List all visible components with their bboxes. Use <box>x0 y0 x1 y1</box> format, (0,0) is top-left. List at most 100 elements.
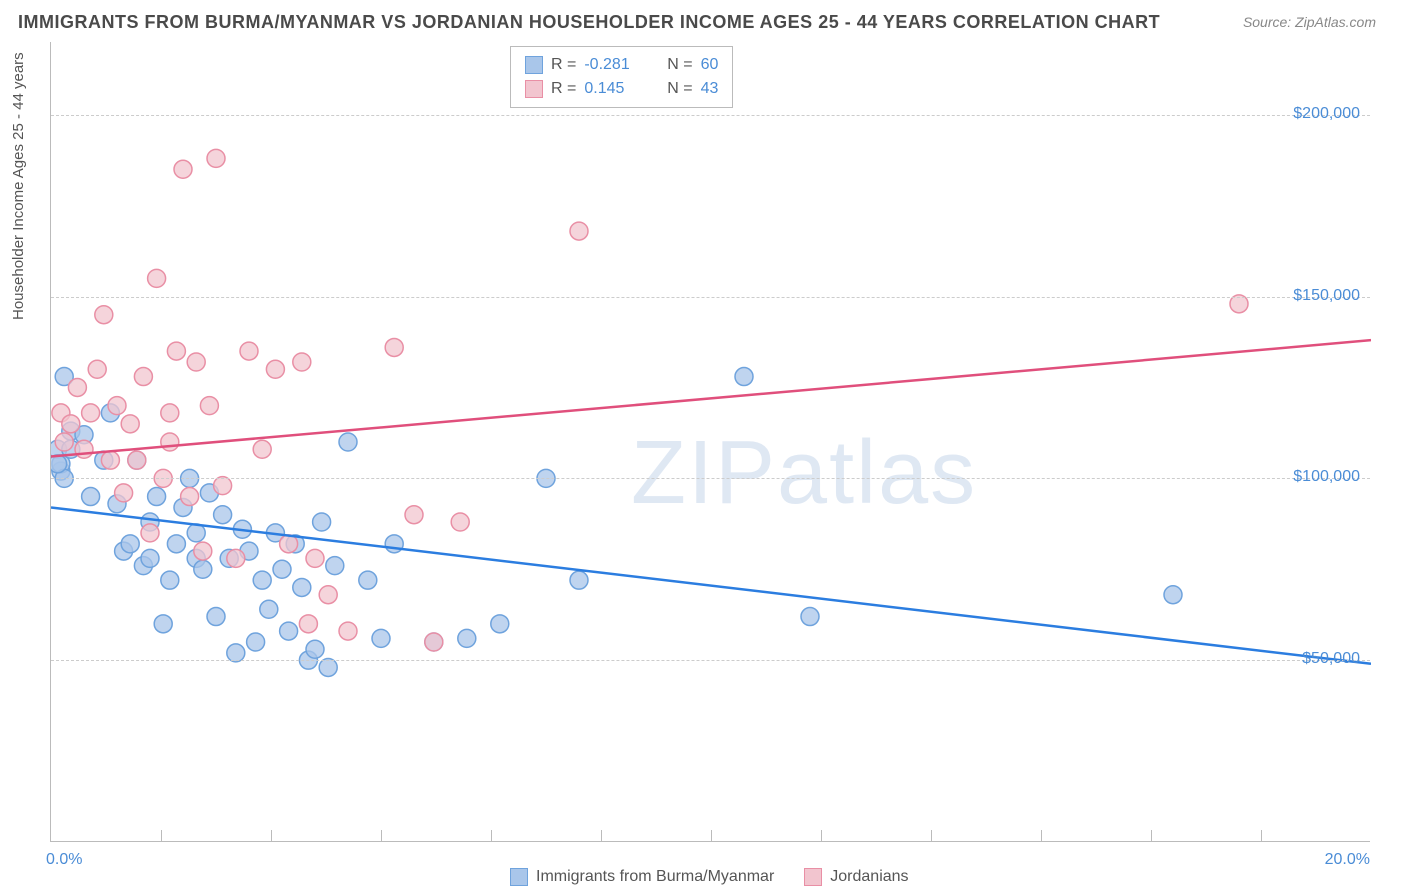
data-point <box>134 368 152 386</box>
data-point <box>570 222 588 240</box>
data-point <box>95 306 113 324</box>
data-point <box>425 633 443 651</box>
data-point <box>82 404 100 422</box>
x-tick <box>491 830 492 842</box>
data-point <box>108 397 126 415</box>
data-point <box>293 578 311 596</box>
data-point <box>385 535 403 553</box>
data-point <box>121 535 139 553</box>
data-point <box>161 404 179 422</box>
data-point <box>148 488 166 506</box>
data-point <box>141 549 159 567</box>
data-point <box>161 571 179 589</box>
x-tick <box>601 830 602 842</box>
data-point <box>194 560 212 578</box>
data-point <box>451 513 469 531</box>
data-point <box>167 342 185 360</box>
data-point <box>405 506 423 524</box>
data-point <box>181 488 199 506</box>
legend-r-value: -0.281 <box>584 53 642 77</box>
data-point <box>253 440 271 458</box>
legend-n-label: N = <box>667 53 692 77</box>
chart-title: IMMIGRANTS FROM BURMA/MYANMAR VS JORDANI… <box>18 12 1160 33</box>
data-point <box>570 571 588 589</box>
data-point <box>313 513 331 531</box>
grid-line <box>51 115 1370 116</box>
data-point <box>128 451 146 469</box>
data-point <box>293 353 311 371</box>
data-point <box>273 560 291 578</box>
series-legend-label: Immigrants from Burma/Myanmar <box>536 868 774 886</box>
grid-line <box>51 660 1370 661</box>
legend-n-label: N = <box>667 77 692 101</box>
x-tick <box>381 830 382 842</box>
legend-swatch <box>525 80 543 98</box>
data-point <box>1164 586 1182 604</box>
series-legend-item: Jordanians <box>804 868 908 886</box>
data-point <box>154 615 172 633</box>
data-point <box>247 633 265 651</box>
x-tick <box>1041 830 1042 842</box>
series-legend-label: Jordanians <box>830 868 908 886</box>
y-tick-label: $200,000 <box>1293 105 1360 123</box>
data-point <box>88 360 106 378</box>
data-point <box>306 640 324 658</box>
data-point <box>260 600 278 618</box>
data-point <box>101 451 119 469</box>
legend-r-label: R = <box>551 77 576 101</box>
x-tick <box>711 830 712 842</box>
legend-row: R = -0.281 N = 60 <box>525 53 718 77</box>
legend-n-value: 60 <box>701 53 719 77</box>
data-point <box>214 506 232 524</box>
legend-swatch <box>510 868 528 886</box>
legend-n-value: 43 <box>701 77 719 101</box>
legend-r-label: R = <box>551 53 576 77</box>
series-legend: Immigrants from Burma/Myanmar Jordanians <box>510 868 909 886</box>
data-point <box>194 542 212 560</box>
x-axis-min-label: 0.0% <box>46 851 82 869</box>
data-point <box>801 608 819 626</box>
x-tick <box>1261 830 1262 842</box>
data-point <box>141 524 159 542</box>
x-tick <box>271 830 272 842</box>
source-label: Source: ZipAtlas.com <box>1243 14 1376 30</box>
data-point <box>200 397 218 415</box>
data-point <box>339 622 357 640</box>
data-point <box>68 378 86 396</box>
series-legend-item: Immigrants from Burma/Myanmar <box>510 868 774 886</box>
data-point <box>491 615 509 633</box>
y-axis-title: Householder Income Ages 25 - 44 years <box>10 52 27 320</box>
plot-area: ZIPatlas 0.0% 20.0% $50,000$100,000$150,… <box>50 42 1370 842</box>
data-point <box>306 549 324 567</box>
data-point <box>359 571 377 589</box>
data-point <box>227 549 245 567</box>
grid-line <box>51 297 1370 298</box>
data-point <box>319 586 337 604</box>
data-point <box>207 149 225 167</box>
data-point <box>161 433 179 451</box>
x-tick <box>161 830 162 842</box>
data-point <box>240 342 258 360</box>
data-point <box>174 160 192 178</box>
data-point <box>458 629 476 647</box>
data-point <box>115 484 133 502</box>
data-point <box>266 360 284 378</box>
data-point <box>121 415 139 433</box>
data-point <box>62 415 80 433</box>
data-point <box>735 368 753 386</box>
data-point <box>82 488 100 506</box>
x-tick <box>1151 830 1152 842</box>
grid-line <box>51 478 1370 479</box>
y-tick-label: $100,000 <box>1293 468 1360 486</box>
data-point <box>339 433 357 451</box>
correlation-legend: R = -0.281 N = 60R = 0.145 N = 43 <box>510 46 733 108</box>
chart-svg <box>51 42 1371 842</box>
data-point <box>385 338 403 356</box>
data-point <box>75 440 93 458</box>
data-point <box>187 353 205 371</box>
y-tick-label: $50,000 <box>1302 650 1360 668</box>
data-point <box>167 535 185 553</box>
x-tick <box>821 830 822 842</box>
data-point <box>207 608 225 626</box>
x-tick <box>931 830 932 842</box>
